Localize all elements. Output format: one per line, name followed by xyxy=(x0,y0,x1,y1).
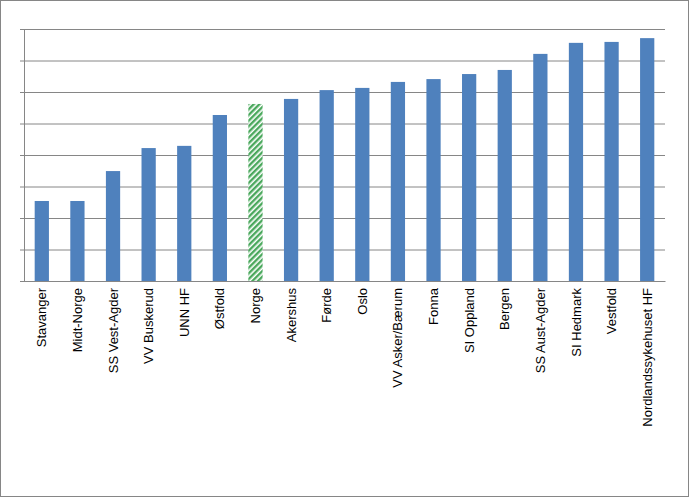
y-tick xyxy=(20,29,24,30)
x-tick: Norge xyxy=(248,281,263,323)
bar xyxy=(284,99,298,281)
x-tick-label: VV Asker/Bærum xyxy=(390,288,405,388)
bar xyxy=(177,146,191,281)
bar xyxy=(320,90,334,281)
x-axis: Stavanger Midt-Norge SS Vest-Agder VV Buske… xyxy=(25,281,666,427)
y-tick-mark xyxy=(20,281,24,282)
chart-frame xyxy=(1,1,689,497)
x-tick: Oslo xyxy=(355,281,370,315)
y-axis xyxy=(20,30,25,282)
y-tick xyxy=(20,218,24,219)
x-tick-label: Fonna xyxy=(426,287,441,325)
x-tick-label: Norge xyxy=(248,288,263,323)
y-axis-line xyxy=(20,30,25,282)
bar xyxy=(35,201,49,281)
x-tick: Stavanger xyxy=(34,281,49,347)
y-tick-mark xyxy=(20,124,24,125)
grid xyxy=(24,30,665,282)
bar xyxy=(462,74,476,281)
x-tick: SS Aust-Agder xyxy=(533,281,548,373)
bar xyxy=(142,148,156,281)
x-axis-line xyxy=(25,281,666,282)
x-tick-label: SI Oppland xyxy=(462,288,477,353)
x-tick: SS Vest-Agder xyxy=(106,281,121,373)
x-tick-label: Stavanger xyxy=(34,287,49,347)
y-tick-mark xyxy=(20,250,24,251)
x-tick: Bergen xyxy=(497,281,512,330)
bar xyxy=(391,82,405,281)
bar xyxy=(640,38,654,281)
x-tick: VV Asker/Bærum xyxy=(390,281,405,388)
bar xyxy=(248,104,262,281)
bar xyxy=(213,115,227,281)
x-tick-label: SS Aust-Agder xyxy=(533,287,548,373)
x-tick: VV Buskerud xyxy=(141,281,156,364)
x-tick: Fonna xyxy=(426,281,441,325)
x-tick: Midt-Norge xyxy=(70,281,85,352)
x-tick-label: Akershus xyxy=(284,288,299,343)
x-tick: Vestfold xyxy=(604,281,619,334)
x-tick: SI Hedmark xyxy=(569,281,584,357)
x-tick: UNN HF xyxy=(177,281,192,337)
y-tick-mark xyxy=(20,61,24,62)
bar xyxy=(498,70,512,281)
bar xyxy=(106,171,120,281)
y-tick xyxy=(20,155,24,156)
bars xyxy=(35,38,655,281)
x-tick-label: Nordlandssykehuset HF xyxy=(640,288,655,427)
y-tick-mark xyxy=(20,92,24,93)
bar xyxy=(533,54,547,281)
x-tick-label: Vestfold xyxy=(604,288,619,334)
bar xyxy=(569,43,583,281)
x-tick-label: SI Hedmark xyxy=(569,288,584,357)
x-tick-label: VV Buskerud xyxy=(141,288,156,364)
x-tick: Østfold xyxy=(212,281,227,329)
bar xyxy=(604,42,618,281)
x-tick-label: Oslo xyxy=(355,288,370,315)
x-tick: SI Oppland xyxy=(462,281,477,353)
x-tick: Akershus xyxy=(284,281,299,342)
y-tick xyxy=(20,124,24,125)
x-tick-label: SS Vest-Agder xyxy=(106,287,121,373)
y-tick xyxy=(20,61,24,62)
grid-line xyxy=(24,29,665,30)
y-tick xyxy=(20,281,24,282)
y-tick xyxy=(20,250,24,251)
bar xyxy=(355,88,369,281)
x-tick-label: Midt-Norge xyxy=(70,288,85,352)
x-tick-label: Førde xyxy=(319,288,334,323)
x-tick: Nordlandssykehuset HF xyxy=(640,281,655,427)
bar xyxy=(426,79,440,281)
y-tick-mark xyxy=(20,155,24,156)
y-tick-mark xyxy=(20,187,24,188)
y-tick xyxy=(20,92,24,93)
y-tick-mark xyxy=(20,29,24,30)
x-tick-label: Bergen xyxy=(497,288,512,330)
x-tick: Førde xyxy=(319,281,334,323)
y-tick xyxy=(20,187,24,188)
chart: Stavanger Midt-Norge SS Vest-Agder VV Buske… xyxy=(0,0,689,497)
y-tick-mark xyxy=(20,218,24,219)
grid-line xyxy=(24,281,665,282)
bar xyxy=(70,201,84,281)
x-tick-label: UNN HF xyxy=(177,288,192,337)
x-tick-label: Østfold xyxy=(212,288,227,329)
